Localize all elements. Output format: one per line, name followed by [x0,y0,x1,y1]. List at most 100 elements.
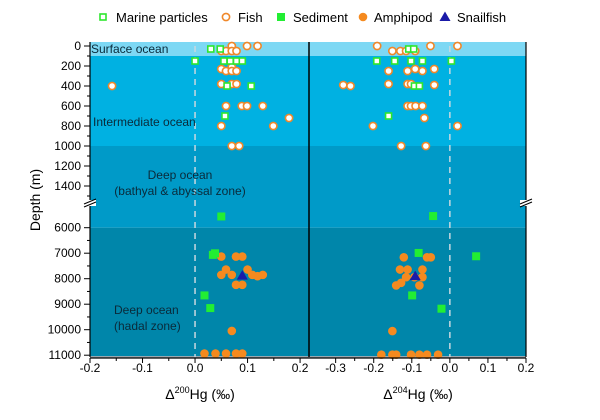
amphipod-point [418,265,427,274]
sediment-point [217,212,226,221]
axis-break-mark [519,198,533,205]
x-tick-label: 0.1 [480,361,497,375]
legend-label: Amphipod [374,10,433,25]
legend-marker-sediment [277,13,285,21]
x-tick-label: -0.1 [132,361,153,375]
amphipod-point [231,252,241,261]
amphipod-point [391,350,401,359]
amphipod-point [216,270,226,280]
sediment-point [472,252,481,261]
axis-break-gap [84,200,96,206]
fish-point [107,81,117,91]
fish-point [232,79,241,89]
legend-marker-marine-particles [99,13,107,21]
zone-deep [90,146,526,228]
marine-particles-point [372,57,381,65]
fish-point [234,141,244,151]
y-tick-label: 6000 [54,221,81,235]
amphipod-point [227,270,237,280]
fish-point [368,121,378,131]
amphipod-point [231,349,241,358]
y-tick-label: 11000 [49,348,82,362]
marine-particles-point [407,57,415,65]
amphipod-point [433,350,443,359]
x-tick-label: 0.2 [518,361,535,375]
y-tick-label: 0 [74,39,81,53]
sediment-point [206,304,215,313]
fish-point [372,41,382,51]
sediment-point [210,249,219,258]
y-tick-label: 800 [61,119,81,133]
axis-break-gap [520,200,532,206]
amphipod-point [258,270,268,280]
y-axis-title: Depth (m) [27,169,43,231]
fish-point [418,101,427,111]
x-axis-title-right: Δ204Hg (‰) [383,385,453,402]
zone-label-surface: Surface ocean [91,42,168,56]
fish-point [384,79,393,89]
marine-particles-point [447,57,456,65]
y-tick-label: 9000 [54,297,81,311]
amphipod-point [422,350,432,359]
amphipod-point [401,272,411,282]
x-tick-label: -0.2 [363,361,384,375]
fish-point [338,80,348,90]
amphipod-point [388,326,397,336]
fish-point [258,101,268,111]
x-tick-label: 0.0 [442,361,459,375]
axes: 0 200 400 600 800 1000 1200 1400 6000 7000 8000 900… [48,39,535,375]
amphipod-point [238,349,247,358]
axis-break-mark [83,198,97,205]
sediment-point [429,212,438,221]
x-tick-label: -0.1 [401,361,422,375]
fish-point [410,64,420,74]
fish-point [453,121,462,131]
sediment-point [414,248,423,257]
fish-point [216,121,226,131]
y-tick-label: 1000 [54,139,81,153]
amphipod-point [231,280,241,290]
legend: Marine particles Fish Sediment Amphipod Snai… [99,10,506,25]
y-tick-label: 10000 [48,323,82,337]
amphipod-point [403,265,412,274]
marine-particles-point [216,45,225,53]
sediment-point [200,291,209,300]
legend-label: Sediment [293,10,348,25]
fish-point [418,66,427,76]
y-tick-label: 1400 [54,179,81,193]
marine-particles-point [390,57,399,65]
fish-point [346,81,355,91]
fish-point [387,46,397,56]
fish-point [242,101,252,111]
amphipod-point [426,252,436,262]
marine-particles-point [415,82,424,90]
sediment-point [408,291,417,300]
data-points [107,41,481,359]
fish-point [242,41,252,51]
fish-point [403,66,413,76]
fish-point [421,141,431,151]
amphipod-point [415,350,424,359]
marine-particles-point [206,45,215,53]
y-tick-label: 200 [61,59,81,73]
zone-intermediate [90,56,526,146]
axis-break-mark [519,201,533,208]
amphipod-point [415,281,424,290]
marine-particles-point [247,82,256,90]
amphipod-point [211,349,220,358]
x-tick-label: 0.0 [187,361,204,375]
zone-label-hadal-sub: (hadal zone) [114,319,181,333]
y-tick-label: 1200 [54,159,81,173]
fish-point [227,141,237,151]
fish-point [221,101,231,111]
amphipod-point [216,252,226,261]
amphipod-point [418,272,427,282]
sediment-point [437,304,446,313]
fish-point [232,46,241,56]
zone-label-hadal: Deep ocean [114,303,179,317]
fish-point [284,113,294,123]
marine-particles-point [223,82,231,90]
marine-particles-point [191,57,199,65]
zone-labels: Surface ocean Intermediate ocean Deep oc… [91,42,246,333]
